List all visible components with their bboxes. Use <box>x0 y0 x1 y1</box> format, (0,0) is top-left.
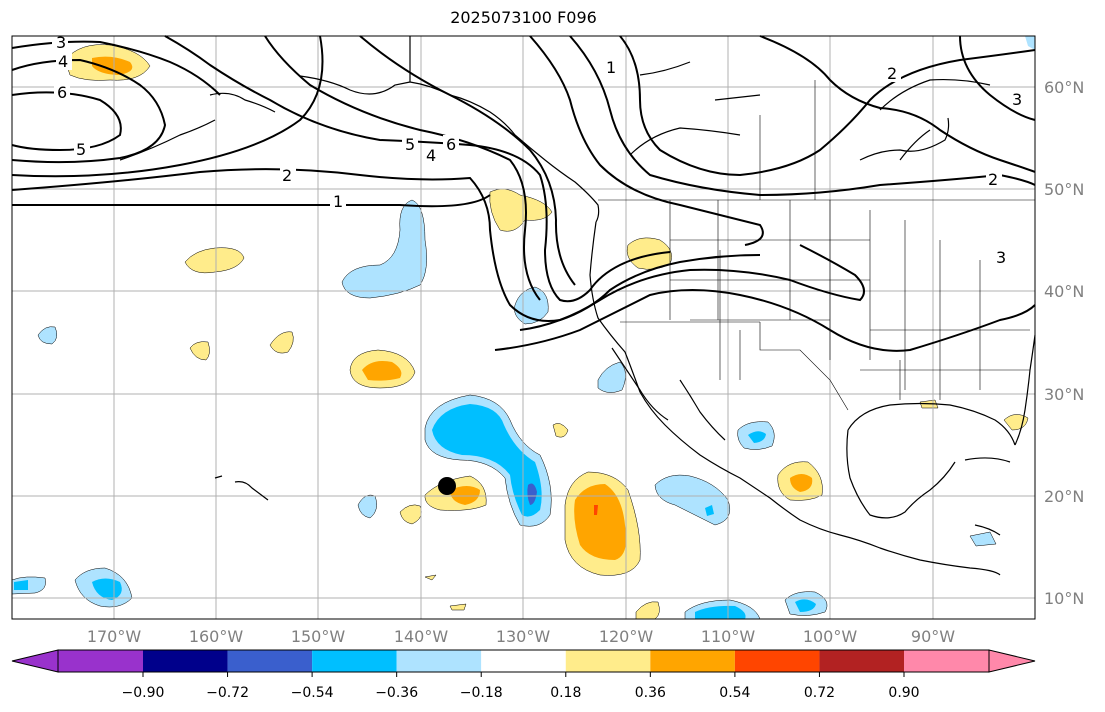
contour-label: 1 <box>606 58 616 77</box>
longitude-axis: 170°W 160°W 150°W 140°W 130°W 120°W 110°… <box>87 627 955 646</box>
positive-anomaly-mx-core <box>790 474 813 492</box>
contour-lines <box>11 35 1036 352</box>
negative-anomaly-mx2-core <box>705 505 714 516</box>
colorbar: −0.90 −0.72 −0.54 −0.36 −0.18 0.18 0.36 0.54 0.7… <box>11 649 1036 701</box>
colorbar-cell <box>143 650 228 672</box>
colorbar-tick-label: 0.36 <box>635 685 666 701</box>
negative-anomaly-ne <box>1025 36 1035 50</box>
colorbar-tick-label: −0.54 <box>291 685 334 701</box>
contour-label: 1 <box>333 192 343 211</box>
positive-anomaly-small2 <box>269 331 294 354</box>
negative-anomaly-sw2-core <box>14 580 28 590</box>
positive-anomaly-bc <box>489 188 553 232</box>
colorbar-tick-label: 0.18 <box>550 685 581 701</box>
contour-label: 2 <box>988 170 998 189</box>
map-frame <box>11 35 1036 620</box>
gridlines <box>12 36 1035 619</box>
colorbar-cell <box>565 650 651 672</box>
colorbar-tick-label: −0.36 <box>375 685 418 701</box>
positive-anomaly-big-core <box>574 484 627 560</box>
contour-label: 5 <box>405 135 415 154</box>
contour-label: 5 <box>76 140 86 159</box>
negative-anomaly-central-core <box>432 404 542 517</box>
positive-anomaly-nw-core <box>92 56 133 75</box>
storm-position-marker <box>438 477 456 495</box>
contour-label: 4 <box>58 52 68 71</box>
negative-anomaly-baja <box>597 361 626 393</box>
positive-anomaly-small7 <box>449 603 467 611</box>
positive-anomaly-big-red <box>594 505 598 515</box>
lon-tick-label: 90°W <box>911 627 955 646</box>
colorbar-cell <box>58 650 143 672</box>
positive-anomaly-small6 <box>424 574 437 581</box>
lat-tick-label: 50°N <box>1044 180 1084 199</box>
colorbar-cell <box>312 650 397 672</box>
lon-tick-label: 170°W <box>87 627 142 646</box>
lon-tick-label: 120°W <box>599 627 654 646</box>
negative-anomaly-central-deep <box>527 483 537 505</box>
colorbar-tick-label: −0.72 <box>206 685 249 701</box>
contour-label: 6 <box>446 135 456 154</box>
colorbar-tick-label: 0.54 <box>719 685 750 701</box>
colorbar-cell <box>904 650 989 672</box>
colorbar-cell <box>227 650 313 672</box>
negative-anomaly-s1-core <box>695 605 746 619</box>
colorbar-tick-label: −0.90 <box>122 685 165 701</box>
contour-label: 4 <box>426 146 436 165</box>
colorbar-frame <box>57 649 990 673</box>
negative-anomaly-small1 <box>37 326 58 345</box>
positive-anomaly-mid-core <box>362 361 402 381</box>
colorbar-cell <box>734 650 820 672</box>
contour-label: 2 <box>282 166 292 185</box>
lon-tick-label: 160°W <box>189 627 244 646</box>
contour-label: 3 <box>996 248 1006 267</box>
colorbar-cell <box>819 650 904 672</box>
colorbar-tick-label: 0.90 <box>888 685 919 701</box>
colorbar-tick-label: 0.72 <box>804 685 835 701</box>
lat-tick-label: 30°N <box>1044 385 1084 404</box>
colorbar-cell <box>650 650 735 672</box>
lat-tick-label: 40°N <box>1044 282 1084 301</box>
lon-tick-label: 140°W <box>394 627 449 646</box>
contour-label: 2 <box>887 64 897 83</box>
map-title: 2025073100 F096 <box>450 8 597 27</box>
colorbar-tick-label: −0.18 <box>460 685 503 701</box>
positive-anomaly-small1 <box>189 341 210 361</box>
positive-anomaly-w <box>184 247 245 274</box>
lon-tick-label: 100°W <box>803 627 858 646</box>
positive-anomaly-small5 <box>635 601 660 620</box>
latitude-axis: 60°N 50°N 40°N 30°N 20°N 10°N <box>1044 78 1084 608</box>
lat-tick-label: 10°N <box>1044 589 1084 608</box>
contour-label: 3 <box>1012 90 1022 109</box>
contour-label: 3 <box>56 33 66 52</box>
colorbar-cell <box>481 650 566 672</box>
negative-anomaly-gulf-small <box>969 531 997 547</box>
lat-tick-label: 20°N <box>1044 487 1084 506</box>
lat-tick-label: 60°N <box>1044 78 1084 97</box>
colorbar-cell <box>989 650 1035 672</box>
contour-label: 6 <box>57 83 67 102</box>
colorbar-cell <box>12 650 58 672</box>
political-borders <box>409 36 1035 411</box>
positive-anomaly-small4 <box>552 423 569 438</box>
colorbar-cell <box>396 650 482 672</box>
negative-anomaly-mx1-core <box>748 431 766 443</box>
lon-tick-label: 110°W <box>701 627 756 646</box>
lon-tick-label: 130°W <box>496 627 551 646</box>
lon-tick-label: 150°W <box>291 627 346 646</box>
negative-anomaly-nepac <box>341 199 427 299</box>
negative-anomaly-s2-core <box>795 599 816 612</box>
